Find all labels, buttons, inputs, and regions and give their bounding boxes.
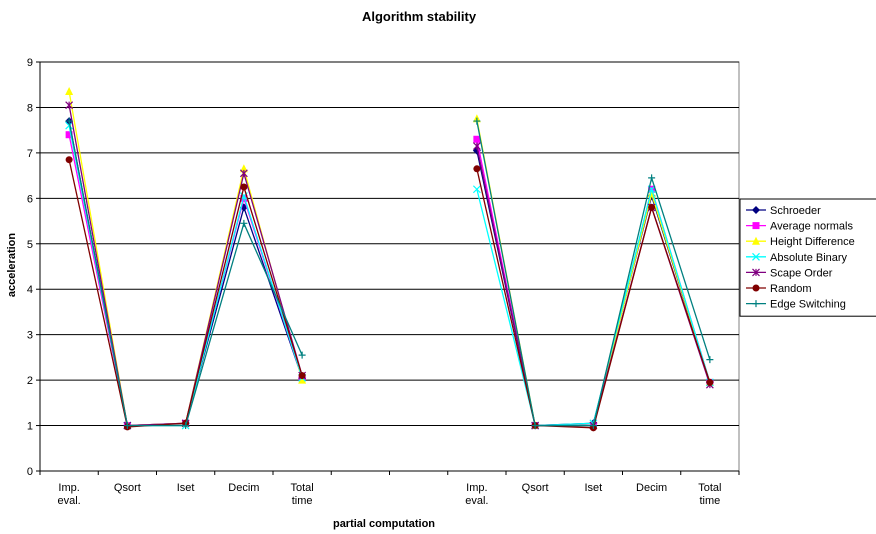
data-point-edge-switching [473, 117, 481, 125]
data-point-height-difference [298, 375, 307, 384]
legend [739, 198, 876, 317]
y-axis-label: acceleration [6, 233, 18, 297]
x-tick-label: Iset [177, 482, 195, 494]
legend-marker [752, 284, 760, 292]
y-tick-label: 0 [27, 466, 33, 478]
x-tick-label: Imp. [466, 482, 487, 494]
data-point-random [298, 372, 306, 380]
data-point-edge-switching [531, 422, 539, 430]
data-point-edge-switching [648, 174, 656, 182]
x-tick-label: Qsort [522, 482, 549, 494]
data-point-height-difference [239, 164, 248, 173]
legend-marker [752, 252, 760, 261]
data-point-height-difference [65, 87, 74, 96]
x-tick-label: time [292, 495, 313, 507]
legend-marker [752, 206, 760, 214]
x-tick-label: Total [291, 482, 314, 494]
data-point-edge-switching [298, 351, 306, 359]
data-point-random [648, 203, 656, 211]
y-tick-label: 8 [27, 102, 33, 114]
x-tick-label: Decim [228, 482, 259, 494]
y-tick-label: 2 [27, 375, 33, 387]
legend-label: Scape Order [770, 267, 833, 279]
y-tick-label: 4 [27, 284, 33, 296]
data-point-random [240, 183, 248, 191]
data-point-scape-order [239, 169, 248, 178]
legend-label: Average normals [770, 221, 853, 233]
chart-title: Algorithm stability [362, 9, 477, 24]
y-tick-label: 6 [27, 193, 33, 205]
x-tick-label: Imp. [58, 482, 79, 494]
data-point-edge-switching [182, 422, 190, 430]
data-point-edge-switching [65, 117, 73, 125]
legend-marker [752, 300, 760, 308]
data-point-scape-order [65, 101, 74, 110]
plot-area [39, 61, 740, 472]
y-tick-label: 3 [27, 330, 33, 342]
data-point-absolute-binary [65, 121, 74, 130]
x-tick-label: Iset [585, 482, 603, 494]
data-point-edge-switching [240, 219, 248, 227]
data-point-edge-switching [706, 356, 714, 364]
y-tick-label: 7 [27, 148, 33, 160]
data-point-edge-switching [123, 422, 131, 430]
data-point-edge-switching [589, 422, 597, 430]
x-tick-label: eval. [465, 495, 488, 507]
x-axis-label: partial computation [333, 518, 435, 530]
x-tick-label: time [699, 495, 720, 507]
x-tick-label: Total [698, 482, 721, 494]
legend-label: Height Difference [770, 236, 855, 248]
legend-marker [752, 222, 760, 230]
x-tick-label: Qsort [114, 482, 141, 494]
x-tick-label: eval. [58, 495, 81, 507]
legend-marker [752, 236, 760, 245]
legend-label: Absolute Binary [770, 252, 848, 264]
data-point-average-normals [65, 131, 73, 139]
y-tick-label: 9 [27, 57, 33, 69]
data-point-random [65, 156, 73, 164]
data-point-average-normals [473, 135, 481, 143]
legend-label: Edge Switching [770, 299, 846, 311]
data-point-random [473, 165, 481, 173]
legend-label: Schroeder [770, 205, 821, 217]
data-point-absolute-binary [472, 185, 481, 194]
x-tick-label: Decim [636, 482, 667, 494]
data-point-scape-order [472, 142, 481, 150]
y-tick-label: 1 [27, 421, 33, 433]
data-point-random [706, 378, 714, 386]
legend-marker [752, 268, 760, 277]
y-tick-label: 5 [27, 239, 33, 251]
legend-label: Random [770, 283, 812, 295]
